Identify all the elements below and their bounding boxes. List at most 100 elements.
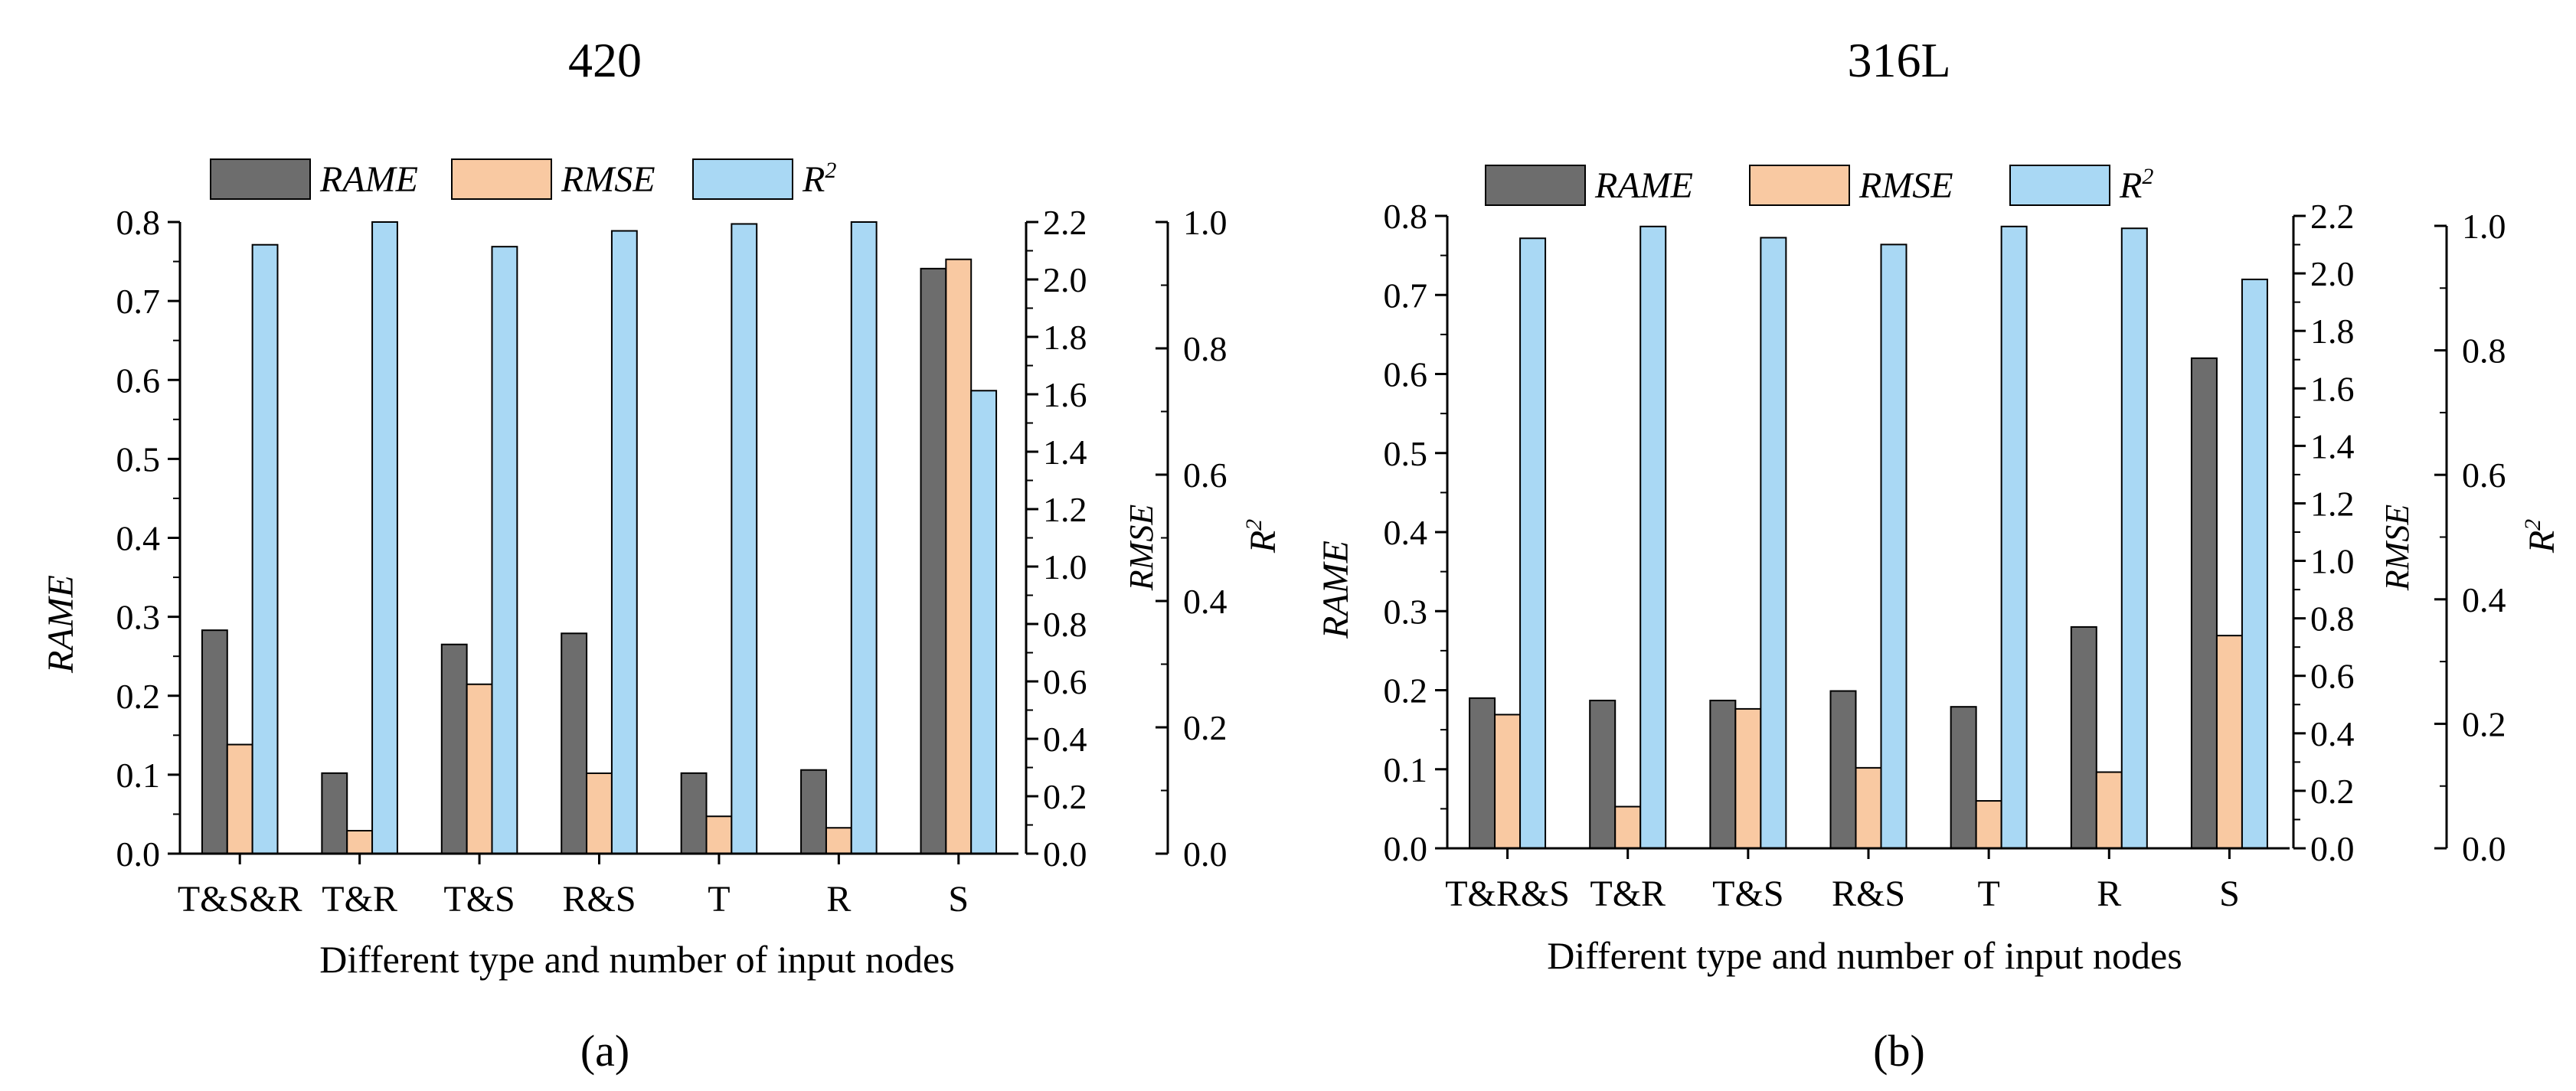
rmse-tick-label: 0.8 <box>2310 599 2355 639</box>
rame-tick-label: 0.5 <box>1384 434 1428 473</box>
rame-tick-label: 0.8 <box>116 203 161 242</box>
bar-rmse-4 <box>1855 766 1882 850</box>
r2-tick-label: 0.8 <box>1183 329 1228 368</box>
rmse-tick-label: 0.6 <box>2310 657 2355 696</box>
panel-a-caption: (a) <box>580 1026 629 1076</box>
rame-tick-label: 0.4 <box>1384 513 1428 552</box>
bar-r2-6 <box>850 221 878 854</box>
panel-b-x-axis-label: Different type and number of input nodes <box>1547 934 2182 977</box>
rmse-tick-label: 0.8 <box>1043 605 1087 644</box>
bar-rmse-6 <box>2095 771 2123 849</box>
x-tick-label: T <box>708 879 730 920</box>
legend-rame-swatch <box>1485 165 1586 206</box>
r2-tick-label: 0.2 <box>1183 708 1228 747</box>
bar-r2-5 <box>731 223 758 855</box>
bar-r2-1 <box>1519 237 1547 849</box>
bar-rame-1 <box>1469 697 1496 850</box>
x-tick-label: T&S <box>1712 874 1783 914</box>
legend-rame-swatch <box>210 158 311 200</box>
bar-r2-3 <box>1760 237 1787 849</box>
x-tick-label: R&S <box>1832 874 1905 914</box>
rmse-tick-label: 0.0 <box>1043 835 1087 874</box>
panel-a-title: 420 <box>568 33 642 87</box>
rmse-tick-label: 2.0 <box>2310 254 2355 293</box>
rmse-tick-label: 1.0 <box>1043 547 1087 586</box>
panel-a-plot: T&S&R T&R T&S R&S T R S 0.0 0.1 0.2 0.3 0.4 0.5 0.6 0.… <box>116 203 1228 920</box>
x-tick-label: S <box>2219 874 2240 914</box>
rmse-tick-label: 0.4 <box>2310 714 2355 753</box>
bar-rame-3 <box>1709 699 1737 849</box>
x-tick-label: T&S&R <box>178 879 302 920</box>
bar-rame-1 <box>201 629 228 854</box>
bar-rame-7 <box>920 267 947 854</box>
rame-tick-label: 0.8 <box>1384 197 1428 236</box>
panel-a-r2-axis-label: R2 <box>1241 519 1283 554</box>
r2-tick-label: 0.4 <box>2462 580 2506 619</box>
legend-rmse-swatch <box>1749 165 1850 206</box>
rmse-tick-label: 2.2 <box>1043 203 1087 242</box>
rmse-tick-label: 1.4 <box>2310 426 2355 465</box>
bar-rmse-2 <box>1614 805 1642 849</box>
rame-tick-label: 0.2 <box>116 677 161 716</box>
bar-rame-6 <box>2070 626 2097 850</box>
rame-tick-label: 0.0 <box>116 835 161 874</box>
legend-rame-label: RAME <box>1594 165 1693 206</box>
bar-r2-5 <box>2000 225 2028 849</box>
r2-tick-label: 0.2 <box>2462 704 2506 743</box>
legend-rame-label: RAME <box>319 159 418 200</box>
bar-rame-7 <box>2190 357 2218 850</box>
x-tick-label: T&R <box>322 879 397 920</box>
rmse-tick-label: 2.0 <box>1043 260 1087 299</box>
rame-tick-label: 0.5 <box>116 439 161 479</box>
r2-tick-label: 0.0 <box>2462 829 2506 868</box>
bar-rmse-7 <box>2215 635 2243 849</box>
rmse-tick-label: 1.2 <box>1043 490 1087 529</box>
bar-rame-5 <box>1950 706 1977 849</box>
panel-a-rame-axis-label: RAME <box>41 575 81 674</box>
rmse-tick-label: 1.6 <box>2310 369 2355 408</box>
panel-b-title: 316L <box>1847 33 1950 87</box>
r2-tick-label: 0.8 <box>2462 332 2506 371</box>
x-tick-label: R <box>2097 874 2121 914</box>
rmse-tick-label: 1.8 <box>2310 312 2355 351</box>
panel-b-legend: RAME RMSE R2 <box>1485 164 2153 206</box>
rame-tick-label: 0.7 <box>1384 276 1428 315</box>
rmse-tick-label: 1.8 <box>1043 318 1087 357</box>
bar-rmse-1 <box>1494 714 1522 849</box>
x-tick-label: T&R <box>1590 874 1666 914</box>
bar-rmse-3 <box>1734 707 1762 849</box>
legend-r2-label: R2 <box>2119 164 2153 206</box>
x-tick-label: T&S <box>443 879 515 920</box>
panel-b-r2-axis-label: R2 <box>2520 519 2562 554</box>
legend-r2-swatch <box>2009 165 2110 206</box>
bar-r2-3 <box>491 246 518 854</box>
rame-tick-label: 0.4 <box>116 519 161 558</box>
panel-a-rmse-axis-label: RMSE <box>1123 505 1160 592</box>
bar-rmse-1 <box>226 743 253 854</box>
panel-b-rame-axis-label: RAME <box>1316 541 1356 639</box>
r2-tick-label: 0.4 <box>1183 582 1228 621</box>
panel-b-caption: (b) <box>1873 1026 1925 1076</box>
rmse-tick-label: 2.2 <box>2310 197 2355 236</box>
bar-r2-4 <box>610 230 638 854</box>
x-tick-label: T&R&S <box>1445 874 1570 914</box>
bar-r2-7 <box>970 390 998 854</box>
legend-rmse-label: RMSE <box>561 159 655 200</box>
rame-tick-label: 0.6 <box>116 361 161 400</box>
bar-rmse-5 <box>1975 800 2002 850</box>
bar-rmse-3 <box>466 683 493 854</box>
bar-r2-2 <box>371 221 398 854</box>
bar-rame-2 <box>321 772 348 854</box>
x-tick-label: T <box>1977 874 1999 914</box>
bar-rame-3 <box>440 643 468 854</box>
bar-r2-2 <box>1639 225 1667 849</box>
bar-rmse-5 <box>705 815 733 854</box>
bar-r2-4 <box>1880 243 1907 849</box>
rmse-tick-label: 1.6 <box>1043 375 1087 414</box>
bar-rame-4 <box>561 632 588 854</box>
bar-rmse-4 <box>586 773 613 854</box>
legend-r2-label: R2 <box>802 158 836 200</box>
rmse-tick-label: 0.6 <box>1043 662 1087 701</box>
bar-rmse-6 <box>825 827 852 854</box>
